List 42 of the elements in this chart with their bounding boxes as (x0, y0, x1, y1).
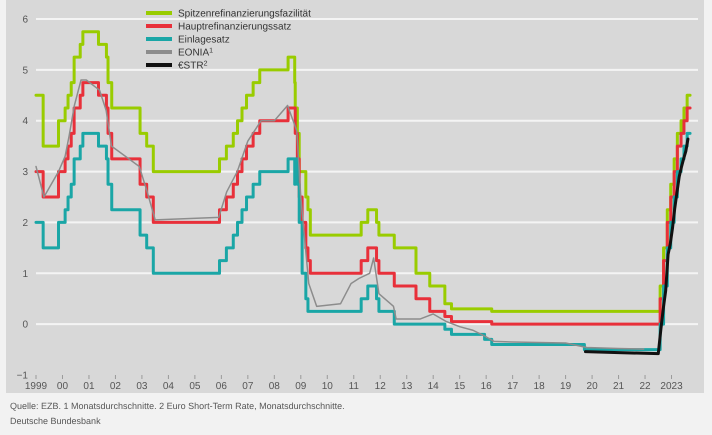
y-tick-label: 0 (22, 320, 28, 331)
x-tick-label: 1999 (24, 381, 48, 392)
x-tick-label: 08 (268, 381, 280, 392)
x-tick-label: 20 (586, 381, 598, 392)
x-tick-label: 01 (83, 381, 95, 392)
source-note: Quelle: EZB. 1 Monatsdurchschnitte. 2 Euro Short-Term Rate, Monatsdurchschnitte. (10, 401, 345, 411)
x-tick-label: 15 (454, 381, 466, 392)
x-tick-label: 04 (162, 381, 174, 392)
x-tick-label: 18 (534, 381, 546, 392)
x-tick-label: 19 (560, 381, 572, 392)
x-tick-label: 13 (401, 381, 413, 392)
line-series (35, 79, 644, 350)
x-tick-label: 06 (216, 381, 228, 392)
y-tick-label: 3 (22, 167, 28, 178)
y-tick-label: 2 (22, 218, 28, 229)
x-tick-label: 10 (322, 381, 334, 392)
x-tick-label: 2023 (660, 381, 684, 392)
legend-label: Einlagesatz (178, 34, 230, 46)
y-tick-label: 6 (22, 14, 28, 26)
x-tick-label: 22 (639, 381, 652, 392)
y-tick-label: 1 (22, 268, 28, 280)
x-tick-label: 21 (612, 381, 625, 392)
legend-label: €STR$^{2}$ (178, 60, 208, 72)
legend-label: EONIA$^{1}$ (178, 47, 214, 58)
x-tick-label: 02 (110, 381, 122, 392)
line-series (584, 138, 690, 356)
x-tick-label: 09 (295, 381, 307, 392)
x-tick-label: 03 (136, 381, 148, 392)
y-tick-label: −1 (16, 370, 28, 382)
x-tick-label: 14 (428, 381, 440, 392)
legend-label: Spitzenrefinanzierungsfazilität (178, 8, 312, 20)
x-tick-label: 12 (374, 381, 386, 392)
x-tick-label: 11 (348, 381, 360, 392)
x-tick-label: 16 (480, 381, 492, 392)
x-tick-label: 17 (507, 381, 519, 392)
x-tick-label: 05 (189, 381, 201, 392)
legend-label: Hauptrefinanzierungssatz (178, 22, 292, 32)
y-tick-label: 5 (22, 65, 28, 76)
x-tick-label: 07 (242, 381, 254, 392)
y-tick-label: 4 (22, 116, 28, 128)
x-tick-label: 00 (56, 381, 68, 392)
text: Deutsche Bundesbank (10, 416, 102, 426)
